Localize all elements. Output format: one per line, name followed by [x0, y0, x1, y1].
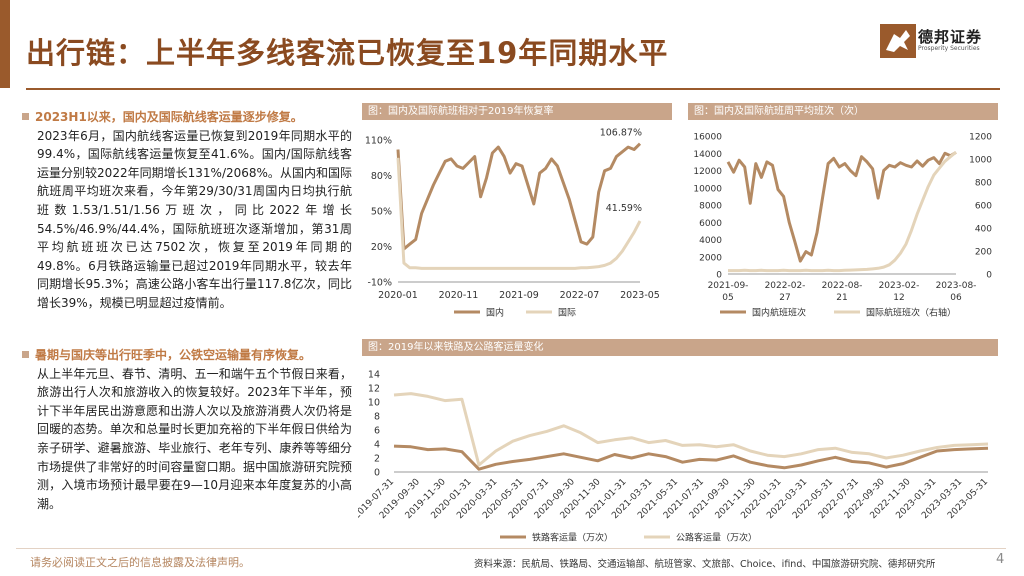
series-line-rail [393, 444, 989, 471]
y-tick-right-label: 600 [975, 202, 992, 212]
x-tick-label: 2021-09 [499, 290, 539, 301]
x-tick-label: 2020-11 [439, 290, 479, 301]
y-tick-left-label: 12000 [693, 167, 722, 177]
paragraph-lead: 暑期与国庆等出行旺季中，公铁空运输量有序恢复。 [35, 348, 312, 362]
y-tick-left-label: 14000 [693, 150, 722, 160]
y-tick-label: 4 [374, 440, 380, 451]
series-line-road [393, 392, 989, 467]
y-tick-label: 50% [371, 207, 392, 218]
x-tick-label-year-month: 2021-09- [708, 281, 749, 291]
y-tick-label: 2 [374, 454, 380, 465]
chart3-title: 图：2019年以来铁路及公路客运量变化 [362, 339, 998, 356]
title-underline [26, 88, 1000, 90]
y-tick-right-label: 200 [975, 248, 992, 258]
legend-domestic-label: 国内 [486, 307, 504, 319]
y-tick-right-label: 1000 [969, 156, 992, 166]
y-tick-label: 80% [371, 171, 392, 182]
paragraph-body: 从上半年元旦、春节、清明、五一和端午五个节假日来看，旅游出行人次和旅游收入的恢复… [37, 366, 352, 511]
y-tick-left-label: 6000 [699, 219, 722, 229]
paragraph-lead: 2023H1以来，国内及国际航线客运量逐步修复。 [35, 110, 303, 124]
footer-divider [16, 548, 1006, 549]
y-tick-left-label: 2000 [699, 253, 722, 263]
y-tick-label: 12 [368, 384, 380, 395]
page-title: 出行链：上半年多线客流已恢复至19年同期水平 [26, 36, 669, 70]
y-tick-label: 20% [371, 242, 392, 253]
y-tick-left-label: 8000 [699, 202, 722, 212]
y-tick-left-label: 16000 [693, 133, 722, 143]
paragraph-aviation: 2023H1以来，国内及国际航线客运量逐步修复。 2023年6月，国内航线客运量… [22, 108, 352, 313]
x-tick-label-year-month: 2023-08- [936, 281, 977, 291]
chart-weekly-flights: 1600014000120001000080006000400020000120… [693, 133, 992, 319]
data-label-domestic: 106.87% [600, 128, 642, 139]
y-tick-right-label: 800 [975, 179, 992, 189]
chart2-title: 图：国内及国际航班周平均班次（次） [688, 103, 998, 120]
series-line-domestic [396, 142, 642, 251]
chart-recovery-rate: 110% 80% 50% 20% -10%2020-01 2020-11 2021-09 20… [365, 128, 660, 319]
y-tick-right-label: 0 [986, 271, 992, 281]
series-line-international-flights [728, 150, 957, 273]
title-accent-bar [0, 0, 10, 88]
bullet-square [22, 113, 29, 120]
y-tick-left-label: 4000 [699, 236, 722, 246]
y-tick-label: 14 [368, 370, 380, 381]
y-tick-left-label: 10000 [693, 184, 722, 194]
x-tick-label-day: 05 [722, 293, 733, 303]
chart-rail-road: 141210864202019-07-312019-09-302019-11-3… [358, 370, 990, 544]
data-label-international: 41.59% [606, 203, 642, 214]
logo-text-cn: 德邦证券 [918, 28, 983, 46]
y-tick-label: -10% [367, 278, 392, 289]
bullet-square [22, 351, 29, 358]
x-tick-label-day: 21 [836, 293, 847, 303]
x-tick-label-year-month: 2022-08- [822, 281, 863, 291]
y-tick-label: 0 [374, 468, 380, 479]
x-tick-label-year-month: 2022-02- [765, 281, 806, 291]
y-tick-label: 8 [374, 412, 380, 423]
x-tick-label: 2022-07 [560, 290, 600, 301]
y-tick-label: 10 [368, 398, 380, 409]
x-tick-label: 2023-05 [620, 290, 660, 301]
series-line-domestic-flights [726, 151, 957, 263]
legend-domestic-flights-label: 国内航班班次 [752, 307, 806, 319]
brand-logo: 德邦证券 Prosperity Securities [880, 24, 1020, 68]
legend-road-label: 公路客运量（万次） [676, 532, 757, 544]
y-tick-label: 110% [365, 136, 392, 147]
x-tick-label-day: 12 [893, 293, 904, 303]
page-number: 4 [996, 552, 1005, 567]
legend-international-label: 国际 [558, 308, 576, 319]
y-tick-right-label: 1200 [969, 133, 992, 143]
chart1-title: 图：国内及国际航班相对于2019年恢复率 [362, 103, 672, 120]
legend-international-flights-label: 国际航班班次（右轴） [866, 307, 956, 319]
x-tick-label: 2020-01 [378, 290, 418, 301]
legend-rail-label: 铁路客运量（万次） [532, 532, 613, 544]
logo-text-en: Prosperity Securities [918, 45, 980, 52]
paragraph-holiday: 暑期与国庆等出行旺季中，公铁空运输量有序恢复。 从上半年元旦、春节、清明、五一和… [22, 346, 352, 513]
disclaimer: 请务必阅读正文之后的信息披露及法律声明。 [30, 556, 250, 569]
dragon-logo-icon [880, 24, 916, 58]
series-line-international [396, 157, 642, 270]
paragraph-body: 2023年6月，国内航线客运量已恢复到2019年同期水平的99.4%，国际航线客… [37, 128, 352, 310]
y-tick-right-label: 400 [975, 225, 992, 235]
x-tick-label-day: 27 [779, 293, 790, 303]
x-tick-label-day: 06 [950, 293, 962, 303]
y-tick-left-label: 0 [716, 271, 722, 281]
source-note: 资料来源：民航局、铁路局、交通运输部、航班管家、文旅部、Choice、ifind… [474, 559, 936, 570]
x-tick-label-year-month: 2023-02- [879, 281, 920, 291]
y-tick-label: 6 [374, 426, 380, 437]
